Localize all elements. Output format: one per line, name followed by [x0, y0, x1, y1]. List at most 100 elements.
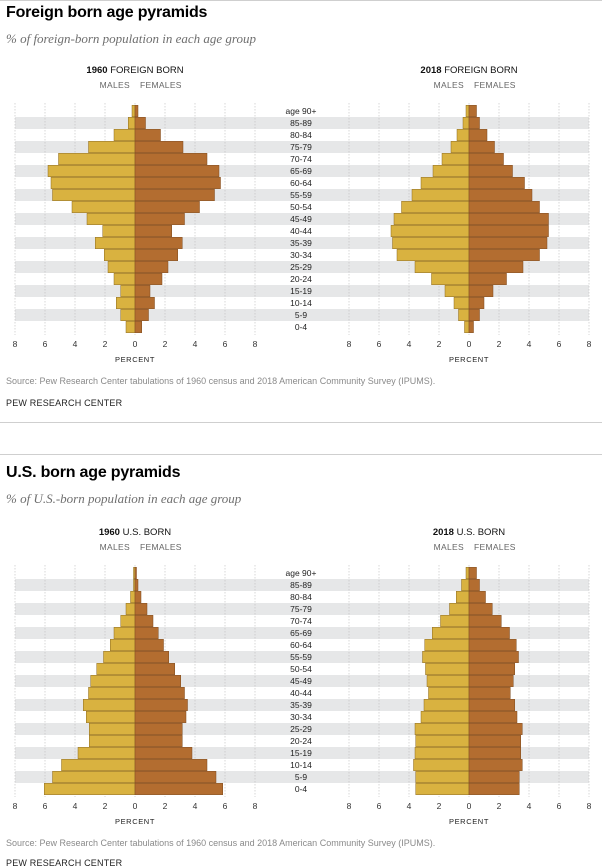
bar-females-70-74	[134, 615, 154, 627]
bar-females-35-39	[468, 237, 548, 249]
bar-males-0-4	[464, 321, 470, 333]
bar-males-30-34	[86, 711, 136, 723]
x-tick-label: 6	[43, 339, 48, 349]
bar-males-45-49	[86, 213, 136, 225]
age-label: 85-89	[290, 118, 312, 128]
age-label: 75-79	[290, 142, 312, 152]
bar-females-5-9	[134, 771, 217, 783]
x-tick-label: 4	[193, 801, 198, 811]
bar-males-15-19	[120, 285, 136, 297]
age-label: 45-49	[290, 676, 312, 686]
age-label: 25-29	[290, 262, 312, 272]
bar-females-70-74	[468, 615, 502, 627]
x-tick-label: 4	[193, 339, 198, 349]
bar-males-70-74	[120, 615, 136, 627]
bar-males-10-14	[453, 297, 470, 309]
x-tick-label: 8	[347, 339, 352, 349]
bar-females-65-69	[468, 627, 510, 639]
bar-males-90+	[465, 105, 470, 117]
chart-title-label: U.S. BORN	[457, 527, 506, 538]
age-label: 15-19	[290, 748, 312, 758]
section-subtitle-foreign: % of foreign-born population in each age…	[6, 31, 256, 46]
x-tick-label: 8	[587, 339, 592, 349]
bar-females-5-9	[134, 309, 149, 321]
age-label: 20-24	[290, 736, 312, 746]
age-label: age 90+	[286, 568, 317, 578]
bar-males-50-54	[96, 663, 136, 675]
x-tick-label: 6	[223, 339, 228, 349]
x-tick-label: 6	[377, 339, 382, 349]
bar-males-15-19	[444, 285, 470, 297]
chart-title: 2018 FOREIGN BORN	[420, 65, 517, 76]
bar-males-15-19	[77, 747, 136, 759]
bar-females-20-24	[468, 273, 507, 285]
chart-title: 2018 U.S. BORN	[433, 527, 505, 538]
bar-males-50-54	[71, 201, 136, 213]
bar-females-40-44	[134, 687, 185, 699]
bar-females-55-59	[468, 651, 519, 663]
us-born-pyramids: 1960 U.S. BORN MALES FEMALES 8 6 4 2 0 2 4 6 8 PERCE…	[13, 527, 592, 826]
x-tick-label: 6	[43, 801, 48, 811]
bar-females-30-34	[134, 711, 187, 723]
bar-females-40-44	[134, 225, 172, 237]
bar-females-35-39	[134, 237, 183, 249]
bar-males-65-69	[432, 165, 470, 177]
bar-males-75-79	[125, 603, 136, 615]
bar-males-25-29	[414, 261, 470, 273]
pyramid-chart-1960-foreign-born: 1960 FOREIGN BORN MALES FEMALES 8 6 4 2 0 2 4 6 8 PE…	[13, 65, 258, 364]
section-subtitle-us: % of U.S.-born population in each age gr…	[6, 491, 242, 506]
source-note-us: Source: Pew Research Center tabulations …	[6, 838, 436, 848]
x-tick-label: 8	[253, 801, 258, 811]
bar-females-90+	[468, 567, 477, 579]
bar-males-35-39	[392, 237, 470, 249]
legend-females: FEMALES	[474, 80, 516, 90]
bar-males-10-14	[413, 759, 470, 771]
age-label: 10-14	[290, 760, 312, 770]
legend-males: MALES	[100, 542, 130, 552]
x-tick-label: 2	[103, 339, 108, 349]
bar-females-5-9	[468, 309, 480, 321]
age-label: 30-34	[290, 712, 312, 722]
bar-females-45-49	[468, 675, 514, 687]
bar-males-40-44	[88, 687, 136, 699]
chart-title-year: 2018	[420, 65, 444, 76]
x-tick-label: 4	[407, 339, 412, 349]
x-tick-label: 4	[407, 801, 412, 811]
bar-males-35-39	[83, 699, 136, 711]
bar-males-55-59	[103, 651, 136, 663]
bar-females-90+	[468, 105, 477, 117]
x-tick-label: 6	[557, 801, 562, 811]
section-title-foreign: Foreign born age pyramids	[6, 4, 208, 21]
bar-males-55-59	[52, 189, 136, 201]
legend-males: MALES	[434, 80, 464, 90]
chart-title-year: 1960	[86, 65, 110, 76]
bar-males-90+	[131, 105, 136, 117]
bar-females-10-14	[468, 297, 485, 309]
bar-males-5-9	[415, 771, 470, 783]
bar-males-30-34	[104, 249, 136, 261]
age-label: 85-89	[290, 580, 312, 590]
bar-males-85-89	[462, 117, 470, 129]
x-tick-label: 0	[133, 339, 138, 349]
bar-females-60-64	[134, 639, 164, 651]
row-stripe	[15, 117, 589, 129]
bar-females-65-69	[134, 165, 220, 177]
bar-females-15-19	[468, 285, 494, 297]
age-label: 80-84	[290, 592, 312, 602]
bar-males-20-24	[431, 273, 470, 285]
bar-females-10-14	[134, 759, 208, 771]
age-label: 65-69	[290, 166, 312, 176]
bar-females-20-24	[134, 273, 163, 285]
bar-females-70-74	[134, 153, 208, 165]
bar-females-50-54	[134, 663, 175, 675]
chart-title-label: U.S. BORN	[123, 527, 172, 538]
x-tick-label: 6	[377, 801, 382, 811]
chart-title: 1960 U.S. BORN	[99, 527, 171, 538]
bar-females-40-44	[468, 687, 511, 699]
bar-males-10-14	[116, 297, 136, 309]
pyramid-chart-2018-u-s-born: 2018 U.S. BORN MALES FEMALES 8 6 4 2 0 2 4 6 8 PERCE…	[347, 527, 592, 826]
bar-males-80-84	[456, 591, 470, 603]
bar-males-30-34	[420, 711, 470, 723]
bar-females-80-84	[134, 129, 161, 141]
bar-males-45-49	[426, 675, 470, 687]
